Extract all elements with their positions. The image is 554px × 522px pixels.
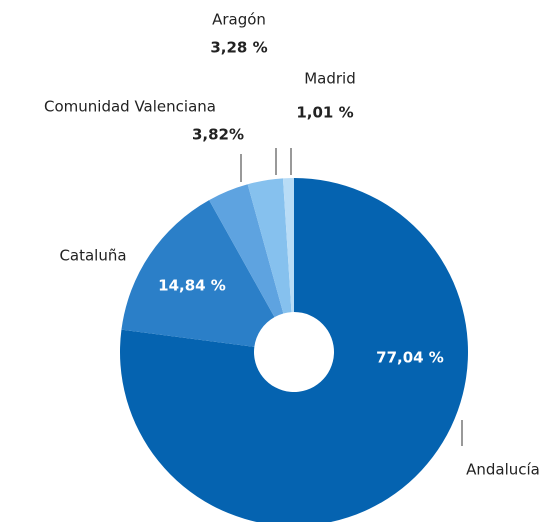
donut-slice [282, 178, 294, 313]
slice-label: Madrid [304, 70, 356, 88]
value-label: 3,82% [192, 126, 244, 144]
value-label: 1,01 % [296, 104, 353, 122]
value-label: 14,84 % [158, 277, 226, 295]
donut-slice [120, 178, 468, 522]
slice-label: Aragón [212, 11, 266, 29]
slice-label: Cataluña [59, 247, 126, 265]
donut-slice [247, 178, 292, 314]
slice-label: Andalucía [466, 461, 540, 479]
value-label: 3,28 % [210, 39, 267, 57]
donut-slice [121, 200, 275, 347]
donut-slice [209, 184, 284, 318]
value-label: 77,04 % [376, 349, 444, 367]
slice-label: Comunidad Valenciana [44, 98, 216, 116]
